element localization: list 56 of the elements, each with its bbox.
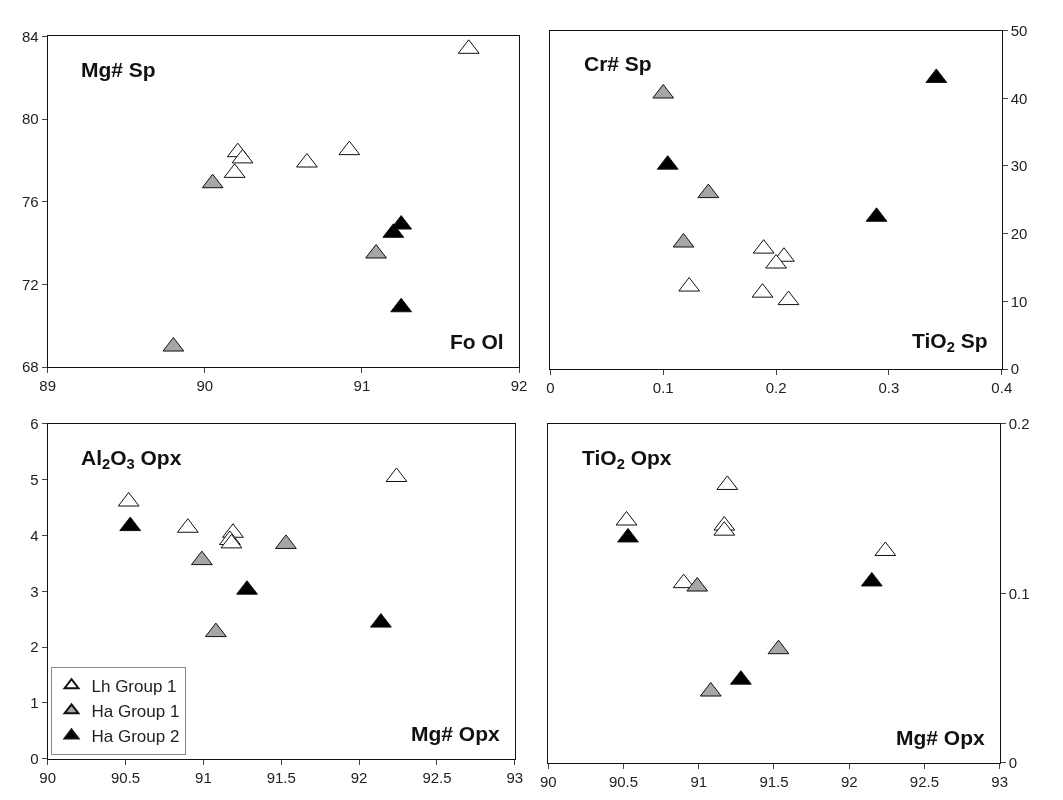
x-tick-label: 91 bbox=[195, 768, 212, 786]
y2-tick-label: 10 bbox=[1010, 292, 1028, 310]
y-tick-label: 2 bbox=[30, 638, 39, 656]
y-axis-title: Cr# Sp bbox=[584, 52, 652, 75]
x-tick-label: 90 bbox=[39, 768, 57, 786]
y-tick-label: 0 bbox=[30, 749, 39, 767]
x-tick-label: 92 bbox=[510, 377, 528, 395]
x-tick-label: 93 bbox=[991, 772, 1009, 790]
x-tick-label: 0 bbox=[546, 379, 555, 397]
y-tick-label: 5 bbox=[30, 471, 39, 489]
x-tick-label: 91 bbox=[353, 377, 371, 395]
y-tick-label: 6 bbox=[30, 415, 39, 433]
y2-tick-label: 40 bbox=[1010, 89, 1028, 107]
x-tick-label: 90.5 bbox=[110, 768, 141, 786]
y2-tick-label: 0.1 bbox=[1008, 584, 1030, 602]
legend-label: Ha Group 1 bbox=[91, 701, 180, 721]
y-tick-label: 3 bbox=[30, 582, 39, 600]
x-tick-label: 90 bbox=[539, 772, 557, 790]
x-tick-label: 90 bbox=[196, 377, 214, 395]
x-tick-label: 93 bbox=[506, 768, 524, 786]
y2-tick-label: 0.2 bbox=[1008, 415, 1030, 433]
x-tick-label: 92.5 bbox=[422, 768, 452, 786]
y-tick-label: 1 bbox=[30, 694, 39, 712]
x-tick-label: 92 bbox=[350, 768, 368, 786]
x-tick-label: 0.1 bbox=[652, 379, 674, 397]
y2-tick-label: 50 bbox=[1010, 21, 1028, 39]
x-tick-label: 89 bbox=[39, 377, 57, 395]
x-tick-label: 0.4 bbox=[991, 379, 1013, 397]
point bbox=[617, 527, 639, 543]
x-axis-title: Mg# Opx bbox=[896, 726, 985, 749]
y-tick-label: 76 bbox=[22, 193, 39, 211]
x-tick-label: 0.3 bbox=[878, 379, 900, 397]
x-tick-label: 91.5 bbox=[266, 768, 296, 786]
x-tick-label: 92 bbox=[840, 772, 858, 790]
y2-tick-label: 30 bbox=[1010, 157, 1028, 175]
x-tick-label: 91 bbox=[690, 772, 708, 790]
y2-tick-label: 0 bbox=[1008, 753, 1018, 771]
y-axis-title: Mg# Sp bbox=[81, 58, 156, 81]
x-tick-label: 91.5 bbox=[759, 772, 789, 790]
y-tick-label: 80 bbox=[22, 110, 39, 128]
x-tick-label: 0.2 bbox=[765, 379, 787, 397]
x-axis-title: Mg# Opx bbox=[411, 722, 500, 745]
y-tick-label: 68 bbox=[22, 358, 39, 376]
x-tick-label: 92.5 bbox=[909, 772, 940, 790]
y-tick-label: 4 bbox=[30, 526, 39, 544]
y-tick-label: 72 bbox=[22, 275, 39, 293]
y2-tick-label: 20 bbox=[1010, 224, 1028, 242]
y-tick-label: 84 bbox=[22, 27, 39, 45]
y-axis-title: Al$_{2}$O$_{3}$ Opx bbox=[81, 446, 182, 473]
x-axis-title: TiO$_{2}$ Sp bbox=[912, 329, 988, 356]
x-axis-title: Fo Ol bbox=[450, 330, 504, 353]
legend-label: Ha Group 2 bbox=[91, 727, 180, 747]
legend-label: Lh Group 1 bbox=[91, 676, 177, 696]
x-tick-label: 90.5 bbox=[608, 772, 639, 790]
y2-tick-label: 0 bbox=[1010, 360, 1020, 378]
y-axis-title: TiO$_{2}$ Opx bbox=[582, 446, 672, 473]
